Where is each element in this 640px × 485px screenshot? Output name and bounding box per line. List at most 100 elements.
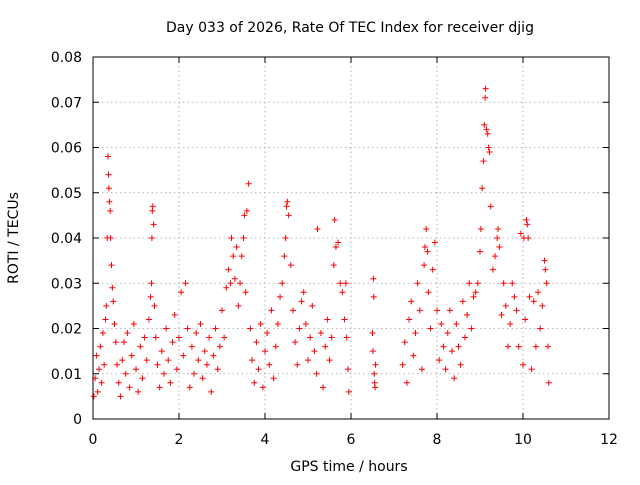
data-point bbox=[114, 361, 121, 368]
data-point bbox=[108, 262, 115, 269]
data-point bbox=[544, 343, 551, 350]
y-tick-label: 0 bbox=[73, 412, 82, 428]
data-point bbox=[440, 343, 447, 350]
data-point bbox=[302, 320, 309, 327]
data-point bbox=[173, 366, 180, 373]
data-point bbox=[191, 370, 198, 377]
data-point bbox=[245, 180, 252, 187]
data-point bbox=[535, 289, 542, 296]
data-point bbox=[176, 334, 182, 341]
data-point bbox=[93, 352, 100, 359]
data-point bbox=[369, 330, 376, 337]
data-point bbox=[500, 280, 507, 287]
data-point bbox=[231, 275, 238, 282]
data-point bbox=[135, 388, 142, 395]
data-point bbox=[423, 225, 430, 232]
data-point bbox=[287, 262, 294, 269]
data-point bbox=[459, 298, 466, 305]
data-point bbox=[149, 203, 156, 210]
data-point bbox=[513, 307, 520, 314]
data-point bbox=[282, 235, 289, 241]
data-point bbox=[107, 235, 114, 241]
data-point bbox=[408, 298, 415, 305]
data-point bbox=[434, 307, 440, 314]
data-point bbox=[235, 302, 242, 309]
data-point bbox=[274, 320, 281, 327]
data-point bbox=[285, 212, 292, 219]
data-point bbox=[483, 126, 490, 133]
y-tick-label: 0.05 bbox=[51, 186, 82, 202]
data-point bbox=[193, 330, 200, 337]
data-point bbox=[112, 339, 119, 346]
data-point bbox=[480, 158, 487, 165]
data-point bbox=[330, 262, 337, 269]
data-point bbox=[137, 343, 144, 350]
data-point bbox=[228, 235, 235, 241]
data-point bbox=[421, 244, 428, 251]
data-point bbox=[337, 280, 344, 287]
data-point bbox=[482, 94, 489, 101]
data-point bbox=[314, 225, 321, 232]
data-point bbox=[502, 302, 509, 309]
data-point bbox=[199, 375, 206, 382]
data-point bbox=[322, 343, 329, 350]
data-point bbox=[320, 384, 327, 391]
data-point bbox=[477, 248, 483, 255]
data-point bbox=[464, 311, 471, 318]
data-point bbox=[182, 280, 189, 287]
data-point bbox=[472, 289, 479, 296]
data-point bbox=[370, 275, 377, 282]
data-point bbox=[251, 379, 258, 386]
data-point bbox=[429, 266, 436, 273]
data-point bbox=[543, 280, 550, 287]
data-point bbox=[270, 375, 277, 382]
axis-ticks bbox=[92, 56, 610, 420]
data-point bbox=[507, 320, 514, 327]
data-point bbox=[335, 239, 342, 246]
data-point bbox=[487, 203, 494, 210]
data-point bbox=[401, 339, 408, 346]
data-point bbox=[107, 207, 114, 214]
data-point bbox=[105, 185, 112, 192]
data-point bbox=[117, 393, 124, 400]
data-point bbox=[249, 357, 256, 364]
y-axis-label: ROTI / TECUs bbox=[6, 192, 22, 284]
data-point bbox=[201, 348, 208, 355]
data-point bbox=[470, 293, 477, 300]
y-tick-label: 0.08 bbox=[51, 50, 82, 66]
data-point bbox=[238, 253, 245, 260]
data-point bbox=[298, 298, 305, 305]
data-point bbox=[101, 361, 108, 368]
data-point bbox=[461, 334, 468, 341]
data-point bbox=[341, 316, 348, 323]
data-point bbox=[240, 235, 247, 241]
data-point bbox=[90, 393, 97, 400]
data-point bbox=[292, 339, 299, 346]
data-point bbox=[344, 366, 351, 373]
data-point bbox=[436, 357, 443, 364]
data-point bbox=[482, 85, 489, 92]
data-point bbox=[105, 171, 112, 178]
data-point bbox=[206, 334, 213, 341]
data-point bbox=[233, 244, 240, 251]
data-point bbox=[425, 289, 432, 296]
data-point bbox=[163, 325, 170, 332]
data-point bbox=[141, 334, 148, 341]
data-point bbox=[255, 366, 262, 373]
data-point bbox=[294, 361, 301, 368]
data-point bbox=[311, 348, 318, 355]
data-point bbox=[97, 343, 104, 350]
data-point bbox=[486, 149, 493, 156]
data-point bbox=[281, 253, 288, 260]
data-point bbox=[326, 357, 333, 364]
y-tick-label: 0.03 bbox=[51, 276, 82, 292]
data-point bbox=[216, 343, 223, 350]
data-point bbox=[210, 352, 217, 359]
data-point bbox=[156, 384, 163, 391]
data-point bbox=[523, 216, 530, 223]
data-point bbox=[414, 280, 421, 287]
data-point bbox=[332, 244, 339, 251]
data-point bbox=[150, 221, 157, 228]
data-point bbox=[296, 325, 303, 332]
data-point bbox=[272, 343, 279, 350]
